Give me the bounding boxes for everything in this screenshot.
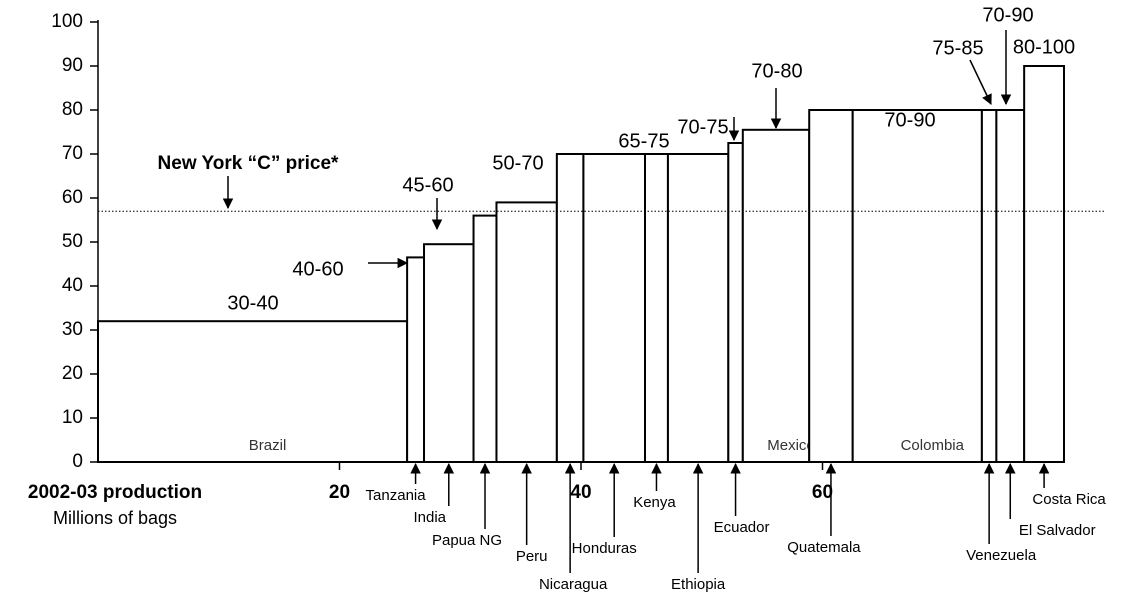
category-label: Tanzania <box>366 487 427 504</box>
y-tick-label: 30 <box>62 319 83 340</box>
cost-range-label: 30-40 <box>227 292 278 314</box>
category-label: Colombia <box>901 437 965 454</box>
y-tick-label: 70 <box>62 143 83 164</box>
x-tick-label: 20 <box>329 482 350 503</box>
category-label: Brazil <box>249 437 287 454</box>
category-label: Costa Rica <box>1032 491 1106 508</box>
bar <box>406 256 426 463</box>
cost-range-label: 75-85 <box>932 37 983 59</box>
y-tick-label: 90 <box>62 55 83 76</box>
category-label: Ecuador <box>714 519 770 536</box>
cost-range-label: 50-70 <box>492 152 543 174</box>
cost-range-label: 70-90 <box>884 109 935 131</box>
x-tick-label: 40 <box>570 482 591 503</box>
bar <box>666 153 730 463</box>
category-label: Mexico <box>767 437 815 454</box>
bar <box>472 214 498 463</box>
y-tick-label: 40 <box>62 275 83 296</box>
category-label: Quatemala <box>787 539 861 556</box>
bar <box>555 153 585 463</box>
category-label: Ethiopia <box>671 576 726 593</box>
cost-range-label: 70-90 <box>982 4 1033 26</box>
cost-range-label: 80-100 <box>1013 36 1075 58</box>
category-label: Honduras <box>572 540 637 557</box>
cost-range-arrow <box>969 59 992 105</box>
cost-range-label: 65-75 <box>618 130 669 152</box>
reference-label: New York “C” price* <box>158 153 340 174</box>
category-label: Venezuela <box>966 547 1037 564</box>
bar <box>741 128 811 464</box>
y-tick-label: 100 <box>51 11 83 32</box>
category-label: India <box>414 509 447 526</box>
category-label: Nicaragua <box>539 576 608 593</box>
y-tick-label: 0 <box>72 451 83 472</box>
bar <box>643 153 669 463</box>
y-tick-label: 10 <box>62 407 83 428</box>
bar <box>582 153 646 463</box>
cost-range-label: 45-60 <box>402 174 453 196</box>
bar <box>851 109 983 463</box>
bar <box>423 243 475 463</box>
bar <box>995 109 1026 463</box>
category-label: Papua NG <box>432 532 502 549</box>
x-axis-title: 2002-03 production <box>28 482 202 503</box>
y-tick-label: 80 <box>62 99 83 120</box>
bar <box>808 109 854 463</box>
bar <box>97 320 409 464</box>
category-label: Kenya <box>633 494 676 511</box>
x-axis-subtitle: Millions of bags <box>53 508 177 528</box>
cost-range-label: 40-60 <box>292 258 343 280</box>
bar <box>495 201 558 463</box>
cost-range-label: 70-80 <box>751 60 802 82</box>
y-tick-label: 50 <box>62 231 83 252</box>
cost-range-label: 70-75 <box>677 116 728 138</box>
x-tick-label: 60 <box>812 482 833 503</box>
category-label: Peru <box>516 548 548 565</box>
bar <box>980 109 998 463</box>
category-label: El Salvador <box>1019 522 1096 539</box>
y-tick-label: 60 <box>62 187 83 208</box>
y-tick-label: 20 <box>62 363 83 384</box>
bar <box>727 142 744 463</box>
bar <box>1023 65 1065 463</box>
